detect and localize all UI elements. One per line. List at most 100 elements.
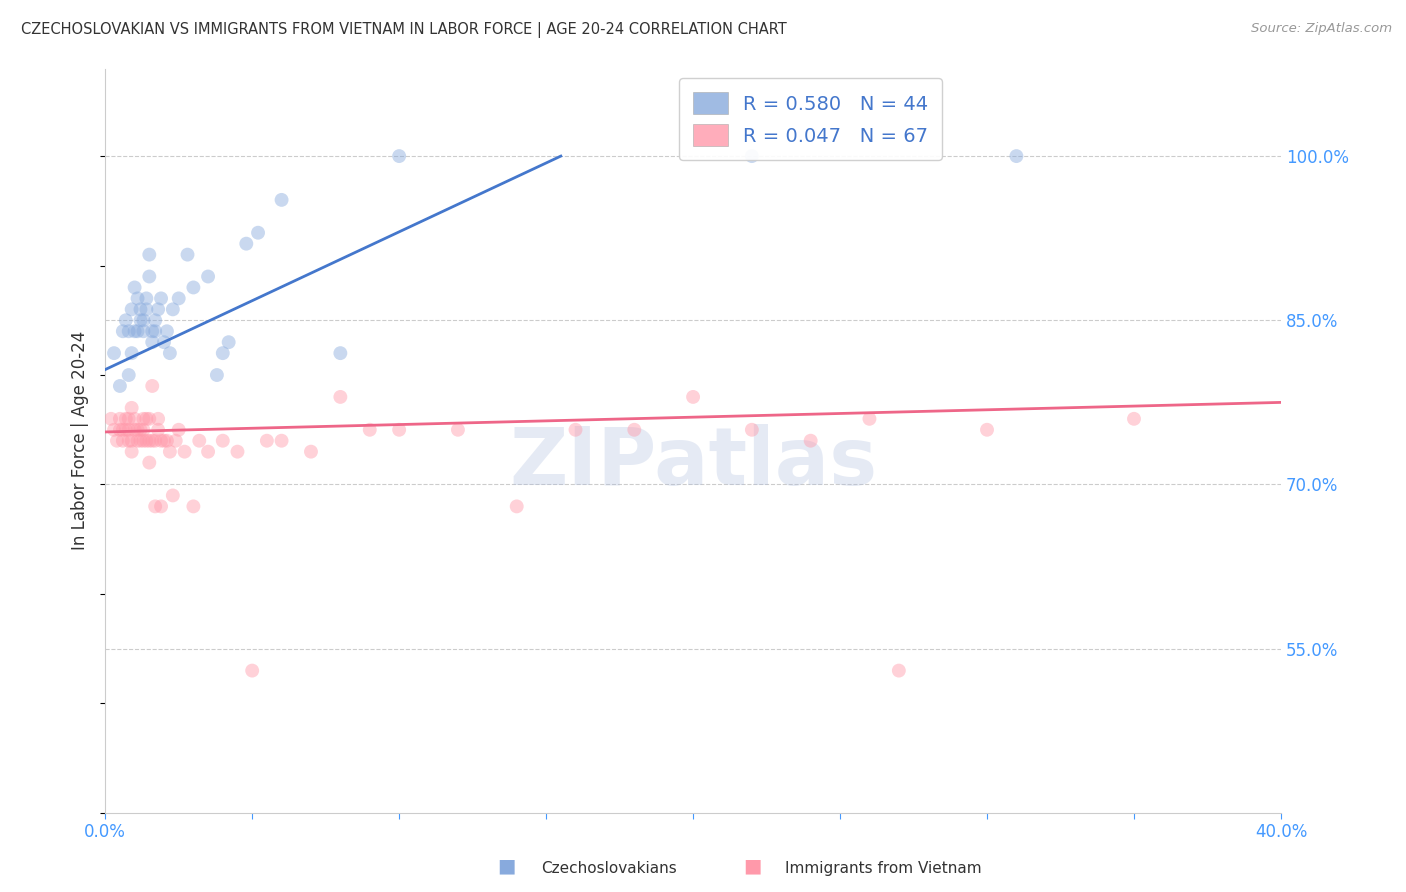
Point [111,324,134,338]
Point [118,324,141,338]
Point [976,423,998,437]
Point [111,434,134,448]
Point [197,444,219,458]
Point [132,434,155,448]
Point [165,434,187,448]
Point [858,412,880,426]
Text: Immigrants from Vietnam: Immigrants from Vietnam [785,861,981,876]
Point [150,500,173,514]
Text: ■: ■ [496,857,516,876]
Point [270,193,292,207]
Point [329,390,352,404]
Point [129,313,152,327]
Point [388,423,411,437]
Point [121,346,143,360]
Text: ZIPatlas: ZIPatlas [509,424,877,502]
Point [118,412,141,426]
Point [141,434,163,448]
Point [159,346,181,360]
Point [153,335,176,350]
Point [129,302,152,317]
Point [103,346,125,360]
Point [682,390,704,404]
Point [108,423,131,437]
Point [121,444,143,458]
Point [299,444,322,458]
Point [138,434,160,448]
Point [197,269,219,284]
Legend: R = 0.580   N = 44, R = 0.047   N = 67: R = 0.580 N = 44, R = 0.047 N = 67 [679,78,942,160]
Text: CZECHOSLOVAKIAN VS IMMIGRANTS FROM VIETNAM IN LABOR FORCE | AGE 20-24 CORRELATIO: CZECHOSLOVAKIAN VS IMMIGRANTS FROM VIETN… [21,22,787,38]
Point [127,434,149,448]
Point [143,313,166,327]
Point [135,434,157,448]
Point [359,423,381,437]
Point [141,335,163,350]
Point [256,434,278,448]
Point [132,313,155,327]
Point [135,412,157,426]
Point [156,324,179,338]
Point [129,423,152,437]
Point [127,324,149,338]
Point [114,423,136,437]
Point [141,324,163,338]
Point [176,247,198,261]
Point [138,269,160,284]
Point [218,335,240,350]
Point [188,434,211,448]
Point [153,434,176,448]
Point [887,664,910,678]
Point [167,423,190,437]
Point [150,292,173,306]
Point [247,226,270,240]
Point [132,412,155,426]
Point [143,500,166,514]
Y-axis label: In Labor Force | Age 20-24: In Labor Force | Age 20-24 [72,331,89,550]
Point [240,664,263,678]
Text: ■: ■ [742,857,762,876]
Point [127,292,149,306]
Point [146,423,169,437]
Point [211,434,233,448]
Point [159,444,181,458]
Point [388,149,411,163]
Point [564,423,586,437]
Point [138,456,160,470]
Point [143,434,166,448]
Point [108,379,131,393]
Point [108,412,131,426]
Text: Source: ZipAtlas.com: Source: ZipAtlas.com [1251,22,1392,36]
Point [100,412,122,426]
Point [103,423,125,437]
Point [124,412,146,426]
Point [226,444,249,458]
Point [173,444,195,458]
Point [146,302,169,317]
Point [135,292,157,306]
Point [235,236,257,251]
Text: Czechoslovakians: Czechoslovakians [541,861,678,876]
Point [135,302,157,317]
Point [1005,149,1028,163]
Point [162,488,184,502]
Point [105,434,128,448]
Point [506,500,529,514]
Point [211,346,233,360]
Point [129,434,152,448]
Point [329,346,352,360]
Point [800,434,823,448]
Point [124,280,146,294]
Point [111,423,134,437]
Point [143,324,166,338]
Point [741,423,763,437]
Point [118,423,141,437]
Point [167,292,190,306]
Point [124,324,146,338]
Point [162,302,184,317]
Point [114,412,136,426]
Point [127,423,149,437]
Point [132,423,155,437]
Point [118,434,141,448]
Point [141,379,163,393]
